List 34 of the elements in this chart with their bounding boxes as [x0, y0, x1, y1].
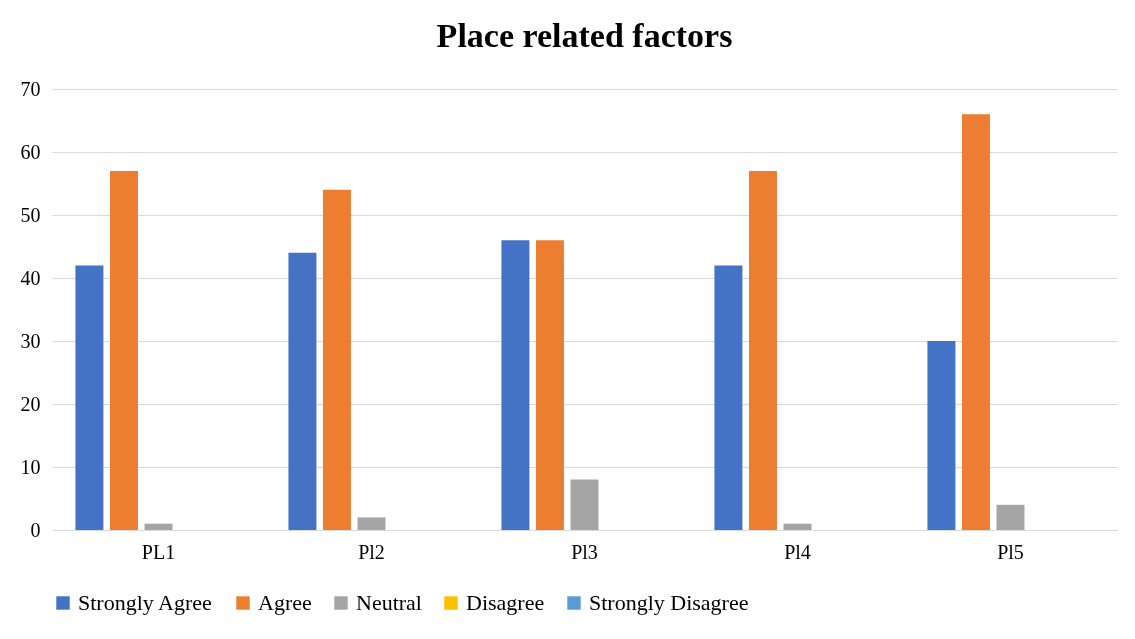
- bar: [783, 523, 812, 530]
- x-tick-label: PL1: [141, 540, 176, 563]
- y-tick-label: 0: [30, 518, 41, 541]
- bar: [288, 252, 317, 530]
- y-tick-label: 40: [20, 266, 41, 289]
- chart-title: Place related factors: [436, 17, 733, 54]
- bar: [748, 170, 777, 530]
- bar: [961, 114, 990, 530]
- x-tick-label: Pl4: [784, 540, 811, 563]
- legend-label: Strongly Agree: [78, 590, 212, 615]
- y-tick-label: 50: [20, 203, 41, 226]
- bar: [714, 265, 743, 530]
- bar: [144, 523, 173, 530]
- y-tick-label: 60: [20, 140, 41, 163]
- legend-label: Agree: [258, 590, 312, 615]
- y-tick-label: 10: [20, 455, 41, 478]
- bar: [570, 479, 599, 530]
- x-tick-label: Pl5: [997, 540, 1024, 563]
- bar: [109, 170, 138, 530]
- bar: [75, 265, 104, 530]
- legend-label: Strongly Disagree: [589, 590, 749, 615]
- y-tick-label: 70: [20, 77, 41, 100]
- y-tick-label: 30: [20, 329, 41, 352]
- bar: [927, 341, 956, 530]
- bar: [501, 240, 530, 530]
- bar: [996, 504, 1025, 530]
- bar: [322, 189, 351, 530]
- legend-label: Neutral: [356, 590, 422, 615]
- bar: [357, 517, 386, 530]
- y-tick-label: 20: [20, 392, 41, 415]
- x-tick-label: Pl3: [571, 540, 598, 563]
- x-tick-label: Pl2: [358, 540, 385, 563]
- legend-label: Disagree: [466, 590, 545, 615]
- bar: [535, 240, 564, 530]
